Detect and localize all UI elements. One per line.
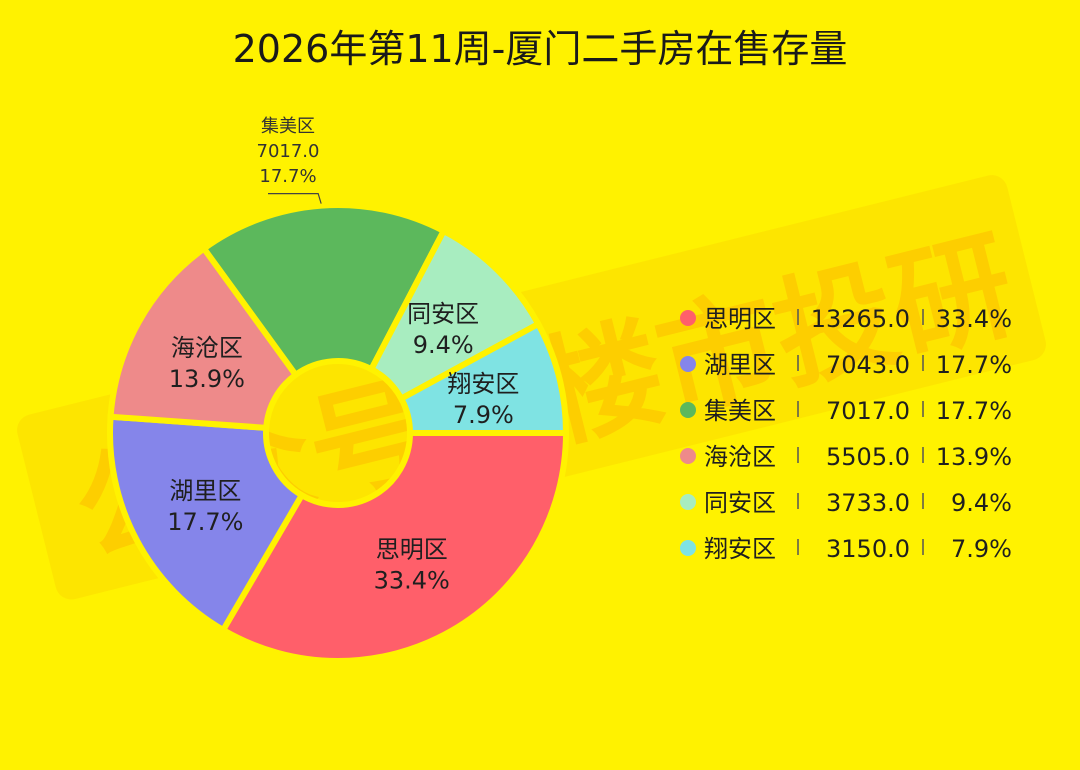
slice-label-percent: 17.7% [167,508,243,536]
legend-marker [680,356,696,372]
slice-label-percent: 7.9% [453,401,514,429]
legend-value: 5505.0 [826,443,910,471]
callout-line [268,193,322,204]
legend-value: 7017.0 [826,397,910,425]
callout-value: 7017.0 [257,141,320,162]
legend-item: 集美区 7017.0 17.7% [680,397,1012,425]
legend-category: 海沧区 [704,443,776,471]
legend-value: 13265.0 [811,305,910,333]
slice-思明区 [219,430,570,664]
legend-category: 同安区 [704,489,776,517]
slice-label-category: 同安区 [407,300,479,328]
slice-label-percent: 9.4% [413,331,474,359]
legend-percent: 13.9% [936,443,1012,471]
legend-percent: 9.4% [951,489,1012,517]
legend-category: 翔安区 [704,535,776,563]
legend-value: 3733.0 [826,489,910,517]
legend-marker [680,310,696,326]
donut-slices [107,202,570,664]
legend-category: 集美区 [704,397,776,425]
slice-海沧区 [107,244,300,432]
slice-label-percent: 13.9% [169,365,245,393]
legend-marker [680,494,696,510]
legend-category: 湖里区 [704,351,776,379]
legend-percent: 17.7% [936,351,1012,379]
slice-湖里区 [107,413,306,635]
legend: 思明区 13265.0 33.4% 湖里区 7043.0 17.7% 集美区 7017.0 17… [680,305,1012,563]
legend-value: 3150.0 [826,535,910,563]
legend-item: 湖里区 7043.0 17.7% [680,351,1012,379]
legend-category: 思明区 [704,305,776,333]
legend-item: 海沧区 5505.0 13.9% [680,443,1012,471]
legend-item: 同安区 3733.0 9.4% [680,489,1012,517]
callout-category: 集美区 [261,116,315,137]
legend-item: 翔安区 3150.0 7.9% [680,535,1012,563]
legend-percent: 17.7% [936,397,1012,425]
legend-marker [680,402,696,418]
callout-percent: 17.7% [259,166,316,187]
slice-翔安区 [397,319,570,436]
slice-label-category: 思明区 [376,535,448,563]
legend-value: 7043.0 [826,351,910,379]
chart-title: 2026年第11周-厦门二手房在售存量 [233,27,848,71]
slice-label-category: 湖里区 [169,477,241,505]
slice-label-category: 翔安区 [447,370,519,398]
slice-label-percent: 33.4% [374,566,450,594]
slice-集美区 [199,202,448,379]
legend-percent: 7.9% [951,535,1012,563]
slice-label-category: 海沧区 [171,334,243,362]
legend-marker [680,540,696,556]
slice-labels: 思明区 33.4% 湖里区 17.7% 海沧区 13.9% 集美区 7017.0 17.7% 同安… [167,116,519,594]
legend-percent: 33.4% [936,305,1012,333]
legend-marker [680,448,696,464]
legend-item: 思明区 13265.0 33.4% [680,305,1012,333]
